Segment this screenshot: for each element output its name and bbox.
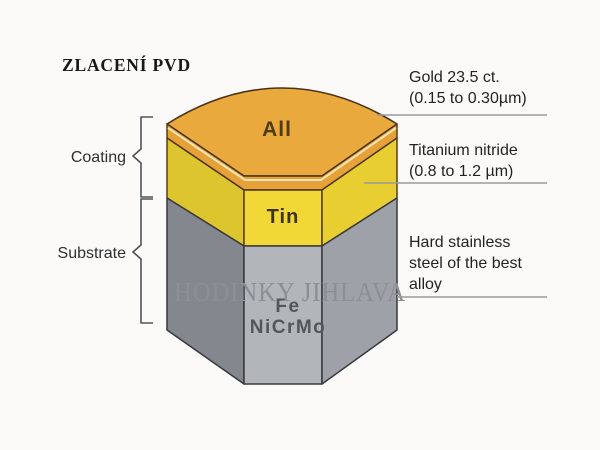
substrate-right-face <box>321 197 398 385</box>
steel-annotation-line2: steel of the best <box>409 255 523 272</box>
gold-annotation-line1: Gold 23.5 ct. <box>409 69 500 86</box>
page-title: ZLACENÍ PVD <box>62 55 191 75</box>
steel-annotation-line1: Hard stainless <box>409 234 510 251</box>
substrate-brace <box>132 198 153 324</box>
substrate-label: Substrate <box>58 245 127 262</box>
substrate-label-nicrmo: NiCrMo <box>250 317 327 338</box>
watermark-text: HODINKY JIHLAVA <box>174 277 406 307</box>
titanium-annotation-line2: (0.8 to 1.2 µm) <box>409 163 513 180</box>
gold-annotation-line2: (0.15 to 0.30µm) <box>409 90 527 107</box>
titanium-annotation-line1: Titanium nitride <box>409 142 518 159</box>
coating-brace <box>132 116 153 198</box>
gold-layer-label: All <box>262 118 292 141</box>
substrate-label-fe: Fe <box>275 296 300 317</box>
tin-layer-label: Tin <box>267 206 300 228</box>
gold-band-highlight <box>167 127 397 181</box>
coating-label: Coating <box>71 149 126 166</box>
steel-annotation-line3: alloy <box>409 276 442 293</box>
